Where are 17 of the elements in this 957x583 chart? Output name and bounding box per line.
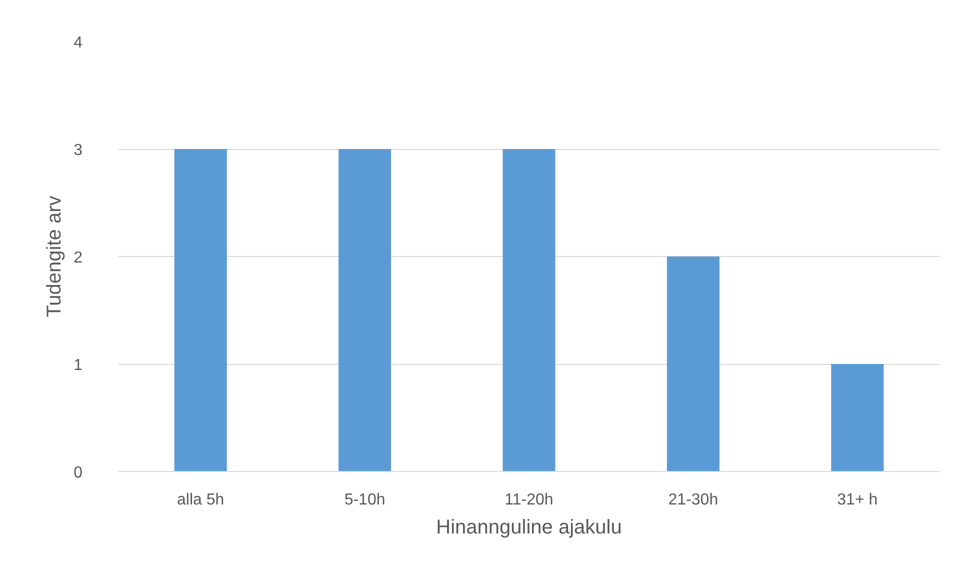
x-tick-label: 11-20h — [504, 492, 554, 508]
x-tick-label: 21-30h — [668, 492, 718, 508]
x-tick-label: 31+ h — [837, 492, 878, 508]
x-tick-label: alla 5h — [177, 492, 224, 508]
bar — [666, 256, 720, 472]
x-tick-label: 5-10h — [344, 492, 386, 508]
bar — [338, 149, 392, 472]
y-axis-title: Tudengite arv — [44, 196, 66, 318]
bar — [174, 149, 227, 472]
y-tick-label: 2 — [74, 250, 83, 266]
bar — [502, 149, 556, 472]
y-tick-label: 4 — [74, 34, 83, 52]
y-tick-label: 0 — [74, 464, 83, 482]
y-tick-label: 1 — [74, 357, 83, 374]
y-tick-label: 3 — [74, 142, 83, 159]
x-axis-title: Hinannguline ajakulu — [436, 516, 622, 538]
bar — [831, 364, 884, 472]
